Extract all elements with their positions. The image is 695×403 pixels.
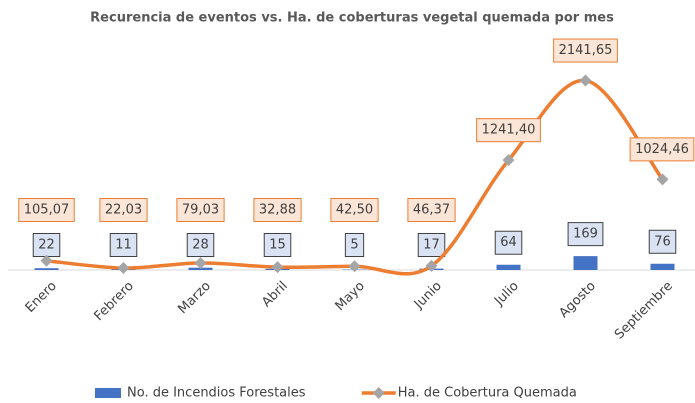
x-tick-label: Septiembre	[612, 279, 676, 343]
bar-label-box	[263, 233, 292, 257]
line-label-box	[99, 198, 148, 222]
bar-label: 22	[38, 238, 55, 253]
legend-label: Ha. de Cobertura Quemada	[398, 386, 577, 401]
line-marker	[194, 257, 207, 270]
bar	[650, 263, 675, 270]
chart-title: Recurencia de eventos vs. Ha. de cobertu…	[90, 11, 614, 26]
bar-label-box	[417, 233, 446, 257]
line-marker	[117, 262, 130, 275]
bar-label: 28	[192, 238, 209, 253]
line-label-box	[176, 198, 225, 222]
x-tick-label: Agosto	[556, 279, 598, 321]
line	[46, 78, 664, 276]
line-label-box	[18, 198, 75, 222]
line-label: 1241,40	[482, 123, 536, 138]
bar-label: 76	[654, 234, 671, 249]
legend-label: No. de Incendios Forestales	[127, 386, 306, 401]
x-tick-label: Mayo	[333, 279, 368, 314]
x-tick-label: Junio	[411, 279, 445, 313]
x-tick-label: Enero	[23, 279, 60, 316]
bar-label: 17	[423, 238, 440, 253]
line-marker	[348, 260, 361, 273]
x-tick-label: Abril	[259, 279, 291, 311]
bar	[573, 256, 598, 270]
line-label-box	[553, 38, 618, 63]
line-marker	[40, 254, 53, 267]
bar-label-box	[648, 229, 677, 254]
line-label-box	[476, 118, 541, 143]
line-marker	[502, 154, 515, 167]
bar	[34, 268, 59, 270]
line-marker	[425, 259, 438, 272]
line-label-box	[407, 198, 456, 222]
bar-label: 5	[350, 238, 358, 253]
line-marker	[579, 74, 592, 87]
line-label: 1024,46	[635, 142, 689, 157]
bar-label: 64	[500, 235, 517, 250]
x-tick-label: Febrero	[91, 279, 136, 324]
line-label: 46,37	[413, 203, 450, 218]
bar-label-box	[186, 233, 215, 257]
bar-label: 15	[269, 238, 286, 253]
line-label-box	[330, 198, 379, 222]
line-label-box	[629, 137, 695, 162]
x-tick-label: Julio	[491, 279, 522, 310]
line-label: 32,88	[259, 203, 296, 218]
bar-label-box	[567, 222, 604, 247]
bar-label: 11	[115, 238, 132, 253]
bar-label: 169	[573, 227, 598, 242]
legend-swatch	[95, 388, 121, 398]
line-label: 42,50	[336, 203, 373, 218]
line-label: 2141,65	[559, 43, 613, 58]
bar-label-box	[494, 230, 523, 255]
bar-label-box	[344, 233, 365, 257]
line-label: 105,07	[24, 203, 70, 218]
x-tick-label: Marzo	[175, 279, 213, 317]
legend-marker	[372, 387, 385, 399]
line-marker	[656, 173, 669, 186]
line-marker	[271, 261, 284, 274]
bar	[496, 264, 521, 270]
bar-label-box	[109, 233, 138, 257]
line-label: 22,03	[105, 203, 142, 218]
line-label-box	[253, 198, 302, 222]
line-label: 79,03	[182, 203, 219, 218]
